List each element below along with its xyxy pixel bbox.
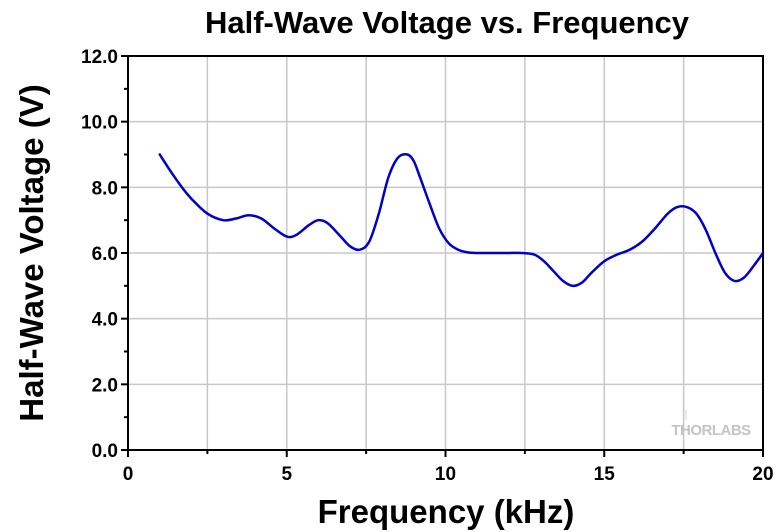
ticks [121, 55, 764, 457]
x-tick-label: 15 [594, 464, 616, 485]
chart-title: Half-Wave Voltage vs. Frequency [205, 5, 690, 40]
x-tick-label: 10 [435, 464, 456, 485]
grid [128, 56, 763, 450]
x-tick-label: 0 [123, 464, 134, 485]
series-group [158, 152, 765, 288]
y-tick-label: 8.0 [92, 178, 118, 199]
y-tick-label: 12.0 [81, 47, 118, 68]
y-tick-label: 4.0 [92, 310, 118, 331]
x-tick-label: 20 [752, 464, 773, 485]
thorlabs-watermark: THORLABS [671, 422, 751, 439]
x-tick-label: 5 [281, 464, 292, 485]
x-axis-label: Frequency (kHz) [318, 493, 575, 530]
tick-labels: 0 5 10 15 20 0.0 2.0 4.0 6.0 8.0 10.0 12.0 [81, 47, 774, 485]
y-axis-label: Half-Wave Voltage (V) [13, 84, 50, 421]
y-tick-label: 0.0 [92, 441, 118, 462]
y-tick-label: 10.0 [81, 113, 118, 134]
y-tick-label: 6.0 [92, 244, 118, 265]
series-line-half-wave-voltage [158, 152, 765, 288]
y-tick-label: 2.0 [92, 375, 118, 396]
